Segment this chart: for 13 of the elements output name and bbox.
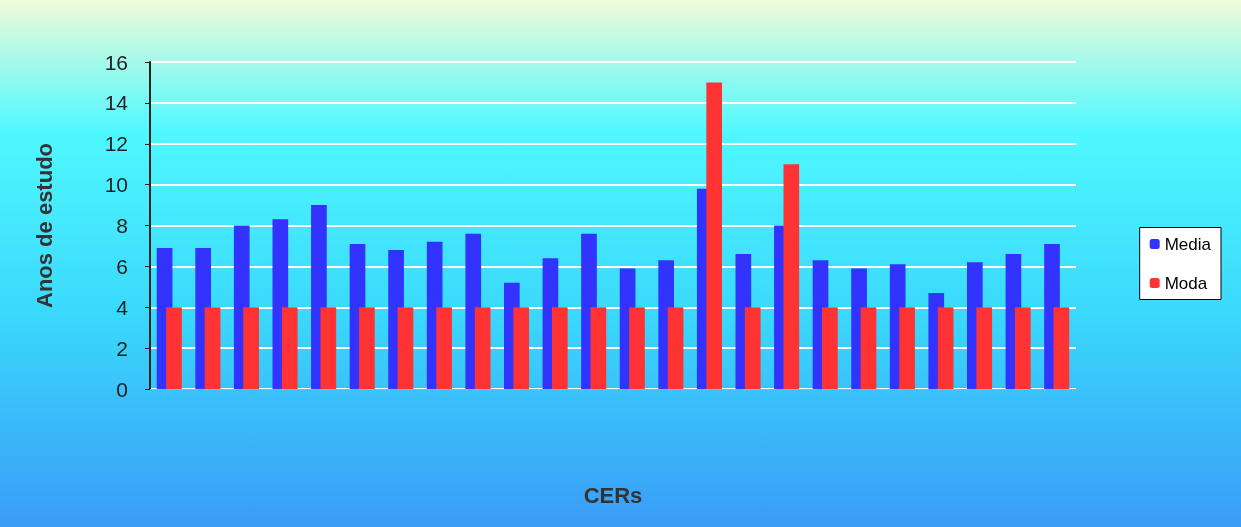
y-tick-label: 16 xyxy=(104,50,128,74)
y-tick-label: 10 xyxy=(104,173,128,197)
x-axis-title: CERs xyxy=(583,482,643,508)
y-tick-label: 8 xyxy=(116,214,128,237)
y-tick-label: 12 xyxy=(104,132,128,156)
legend-label: Media xyxy=(1164,234,1212,254)
y-tick-label: 0 xyxy=(116,377,128,401)
y-tick-label: 6 xyxy=(116,254,128,278)
legend-label: Moda xyxy=(1164,273,1208,293)
y-tick-label: 2 xyxy=(116,336,128,360)
y-tick-label: 4 xyxy=(116,295,129,319)
y-tick-label: 14 xyxy=(104,91,129,115)
y-axis-title: Anos de estudo xyxy=(31,142,57,309)
